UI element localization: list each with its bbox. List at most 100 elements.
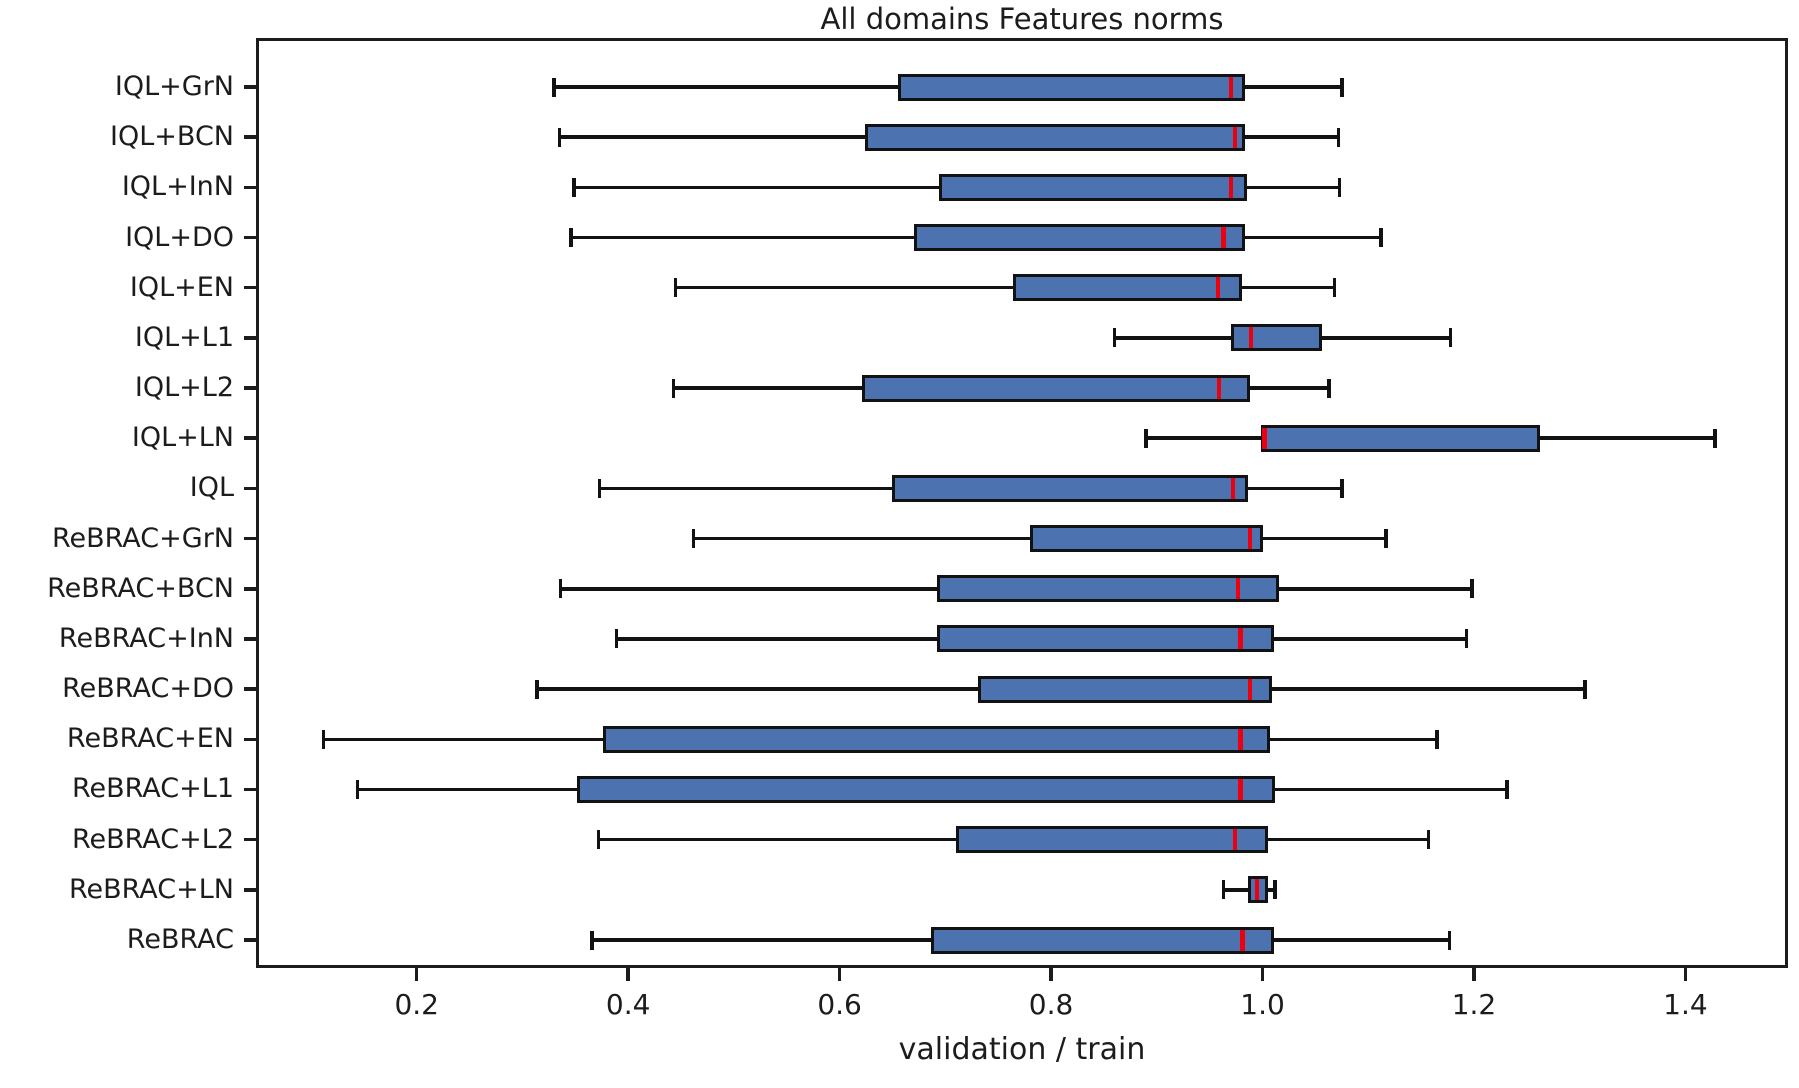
whisker-cap-high	[1713, 428, 1717, 448]
y-axis-label: ReBRAC+BCN	[47, 572, 234, 604]
whisker-line-high	[1242, 285, 1335, 290]
y-axis-label: IQL+EN	[129, 271, 234, 303]
y-tick	[244, 185, 256, 190]
whisker-cap-low	[1144, 428, 1148, 448]
whisker-line-low	[537, 687, 979, 691]
median-line	[1262, 427, 1267, 449]
whisker-line-high	[1249, 386, 1330, 390]
box	[939, 173, 1247, 201]
whisker-line-low	[357, 787, 578, 792]
x-tick	[1049, 968, 1053, 981]
whisker-cap-low	[597, 478, 602, 498]
y-tick	[244, 787, 256, 792]
whisker-cap-high	[1448, 328, 1453, 348]
median-line	[1238, 778, 1243, 800]
whisker-cap-high	[1336, 127, 1341, 147]
whisker-cap-low	[1112, 328, 1117, 348]
whisker-cap-low	[558, 579, 563, 599]
box	[897, 73, 1245, 101]
whisker-line-low	[560, 587, 937, 591]
x-tick	[1260, 968, 1265, 981]
whisker-cap-high	[1470, 579, 1474, 599]
x-tick-label: 1.4	[1663, 988, 1708, 1021]
median-line	[1240, 929, 1245, 951]
whisker-line-low	[1223, 888, 1248, 892]
whisker-cap-low	[569, 228, 573, 248]
whisker-line-low	[693, 536, 1030, 541]
y-axis-label: ReBRAC+EN	[66, 723, 234, 755]
whisker-cap-high	[1273, 880, 1277, 900]
whisker-line-high	[1246, 185, 1340, 190]
whisker-line-high	[1274, 938, 1450, 942]
whisker-line-high	[1321, 336, 1451, 340]
y-axis-label: ReBRAC+L2	[71, 823, 234, 855]
whisker-line-high	[1279, 587, 1472, 591]
box	[602, 725, 1270, 753]
whisker-line-high	[1269, 737, 1437, 742]
whisker-line-high	[1262, 536, 1387, 541]
whisker-line-high	[1272, 687, 1585, 691]
whisker-line-low	[616, 637, 937, 641]
whisker-line-high	[1267, 888, 1276, 892]
x-tick	[837, 968, 842, 981]
whisker-line-low	[1146, 436, 1262, 440]
whisker-line-high	[1244, 235, 1381, 240]
whisker-cap-low	[596, 830, 601, 850]
box	[936, 625, 1275, 653]
whisker-cap-low	[321, 729, 326, 749]
x-tick-label: 1.0	[1240, 988, 1285, 1021]
box	[892, 474, 1248, 502]
whisker-line-low	[598, 837, 956, 842]
whisker-cap-high	[1435, 729, 1439, 749]
y-tick	[244, 687, 256, 691]
y-tick	[244, 135, 256, 139]
median-line	[1230, 477, 1236, 499]
median-line	[1235, 578, 1241, 600]
box	[936, 575, 1280, 603]
y-axis-label: IQL+InN	[121, 171, 234, 203]
whisker-line-low	[574, 185, 939, 190]
whisker-line-low	[599, 486, 893, 491]
whisker-line-low	[592, 938, 931, 942]
y-tick	[244, 737, 256, 742]
chart-title: All domains Features norms	[820, 2, 1224, 36]
box	[930, 926, 1275, 954]
y-axis-label: IQL+BCN	[110, 121, 234, 153]
x-tick-label: 0.4	[605, 988, 651, 1021]
y-axis-label: IQL	[189, 472, 234, 504]
y-axis-label: ReBRAC+L1	[71, 773, 234, 805]
y-tick	[244, 285, 256, 290]
y-tick	[244, 536, 256, 541]
whisker-line-high	[1244, 135, 1339, 139]
whisker-cap-low	[590, 930, 594, 950]
whisker-cap-high	[1447, 930, 1452, 950]
y-axis-label: ReBRAC+DO	[62, 673, 234, 705]
whisker-line-low	[554, 85, 898, 89]
x-tick	[1472, 968, 1476, 981]
median-line	[1254, 879, 1260, 901]
whisker-line-high	[1247, 486, 1342, 491]
y-axis-label: ReBRAC+GrN	[51, 522, 234, 554]
median-line	[1232, 829, 1238, 851]
x-tick	[414, 968, 419, 981]
whisker-line-low	[571, 235, 914, 240]
y-tick	[244, 386, 256, 390]
median-line	[1216, 377, 1222, 399]
whisker-cap-low	[1221, 880, 1226, 900]
y-axis-label: ReBRAC+LN	[68, 873, 234, 905]
x-tick-label: 0.2	[394, 988, 439, 1021]
whisker-line-high	[1244, 85, 1342, 89]
whisker-cap-high	[1340, 77, 1344, 97]
y-tick	[244, 436, 256, 440]
whisker-cap-low	[557, 127, 562, 147]
y-axis-label: IQL+LN	[131, 422, 234, 454]
whisker-cap-high	[1583, 679, 1587, 699]
y-tick	[244, 888, 256, 892]
x-tick	[1683, 968, 1688, 981]
y-axis-label: IQL+GrN	[114, 71, 234, 102]
whisker-line-high	[1539, 436, 1716, 440]
y-axis-label: ReBRAC+InN	[58, 622, 234, 654]
whisker-line-high	[1267, 837, 1429, 842]
whisker-cap-low	[673, 278, 678, 298]
median-line	[1238, 728, 1243, 750]
